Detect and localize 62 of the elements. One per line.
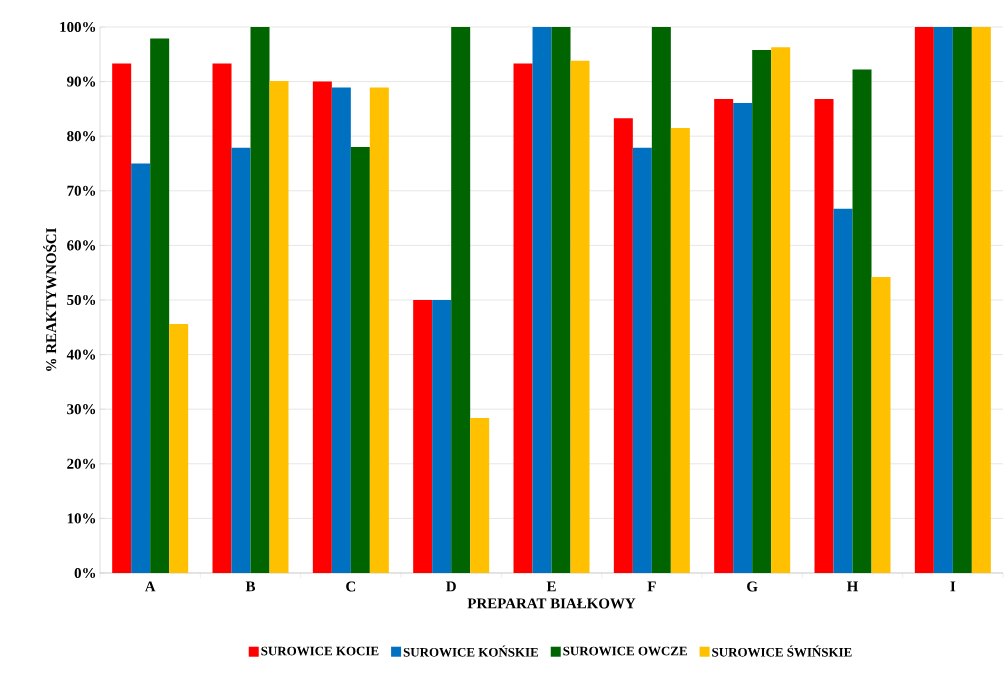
bar xyxy=(331,87,351,573)
bar xyxy=(250,26,270,573)
x-tick-label: I xyxy=(950,581,956,592)
y-axis-title: % REAKTYWNOŚCI xyxy=(43,228,57,371)
y-tick-label: 40% xyxy=(66,349,96,360)
x-tick-label: A xyxy=(144,581,156,592)
bar xyxy=(432,299,452,573)
bar xyxy=(231,147,251,573)
bar xyxy=(952,26,972,573)
bar xyxy=(733,102,753,573)
bar xyxy=(150,38,170,573)
bar xyxy=(771,47,791,573)
x-tick-label: D xyxy=(446,581,456,592)
x-axis-title: PREPARAT BIAŁKOWY xyxy=(467,598,636,609)
y-tick-label: 100% xyxy=(60,21,96,33)
x-tick-label: H xyxy=(846,581,859,592)
legend-label: SUROWICE KOCIE xyxy=(261,646,379,656)
y-tick-label: 90% xyxy=(67,76,96,87)
bar xyxy=(714,99,734,573)
x-tick-label: E xyxy=(546,581,556,592)
y-tick-label: 30% xyxy=(67,404,96,415)
bar xyxy=(112,63,132,573)
bar xyxy=(852,69,872,573)
bar xyxy=(613,118,633,573)
legend-label: SUROWICE ŚWIŃSKIE xyxy=(712,645,852,657)
x-tick-label: F xyxy=(647,581,656,592)
bar xyxy=(532,26,552,573)
bar xyxy=(570,60,590,573)
bar xyxy=(933,26,953,573)
bar xyxy=(413,299,433,573)
x-tick-label: B xyxy=(245,581,256,592)
bar xyxy=(369,87,389,573)
bar xyxy=(212,63,232,573)
x-tick-label: C xyxy=(346,581,356,592)
bar xyxy=(513,63,533,573)
bar xyxy=(312,81,332,573)
bar xyxy=(169,324,189,573)
y-tick-label: 0% xyxy=(74,567,96,579)
legend-label: SUROWICE KOŃSKIE xyxy=(403,645,539,657)
bar xyxy=(651,26,671,573)
bar xyxy=(470,417,490,573)
bar xyxy=(269,81,289,573)
y-tick-label: 20% xyxy=(67,458,96,469)
bar xyxy=(752,49,772,573)
y-tick-label: 60% xyxy=(67,240,96,251)
bar xyxy=(551,26,571,573)
bar xyxy=(131,163,151,573)
y-tick-label: 10% xyxy=(67,513,96,524)
bar xyxy=(914,26,934,573)
y-tick-label: 80% xyxy=(67,131,96,142)
legend-label: SUROWICE OWCZE xyxy=(563,646,687,656)
bar xyxy=(833,208,853,573)
y-tick-label: 70% xyxy=(67,185,96,196)
bar xyxy=(971,26,991,573)
bar xyxy=(451,26,471,573)
bar xyxy=(871,277,891,573)
bar xyxy=(814,99,834,573)
y-tick-label: 50% xyxy=(67,294,96,306)
bar xyxy=(670,128,690,573)
bar xyxy=(632,147,652,573)
x-tick-label: G xyxy=(747,581,758,592)
bar xyxy=(350,147,370,573)
